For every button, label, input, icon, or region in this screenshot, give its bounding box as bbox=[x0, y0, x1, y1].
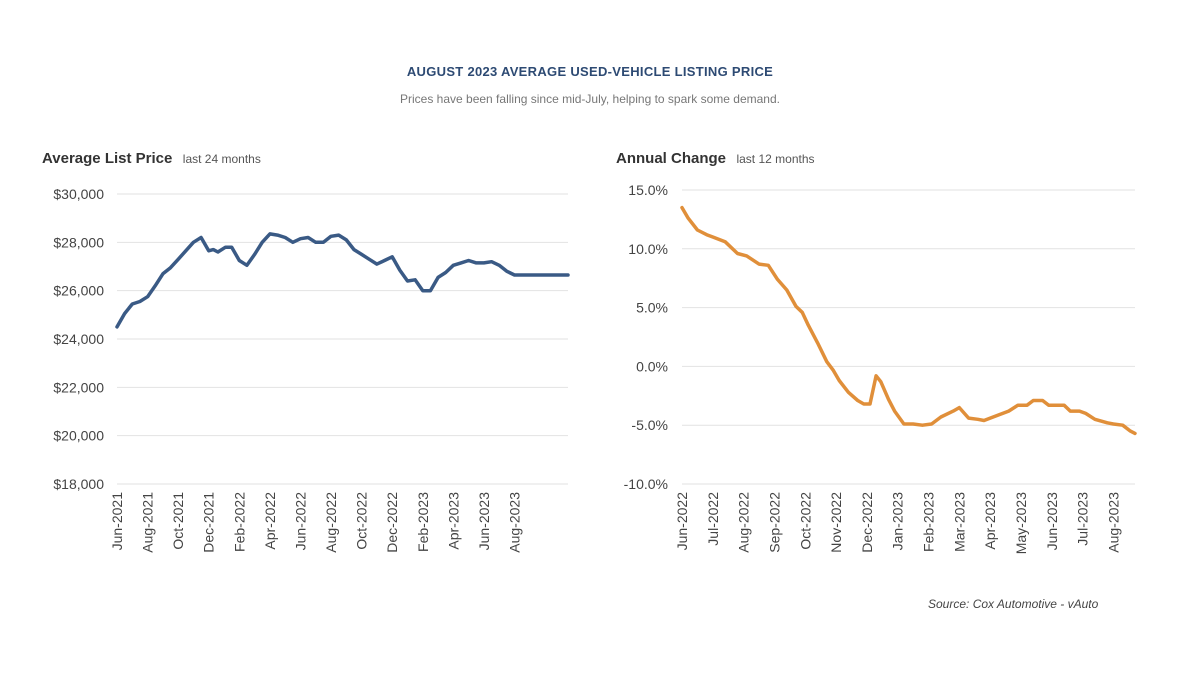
left-panel-header: Average List Price last 24 months bbox=[42, 150, 261, 168]
left-y-tick-label: $26,000 bbox=[53, 283, 104, 299]
chart-subtitle: Prices have been falling since mid-July,… bbox=[400, 92, 780, 106]
left-x-tick-label: Oct-2021 bbox=[170, 492, 186, 550]
right-y-tick-label: 10.0% bbox=[628, 241, 668, 257]
left-y-tick-label: $18,000 bbox=[53, 476, 104, 492]
right-x-tick-label: Aug-2023 bbox=[1105, 492, 1121, 553]
right-x-tick-label: Jun-2022 bbox=[674, 492, 690, 551]
left-x-tick-label: Jun-2021 bbox=[109, 492, 125, 551]
left-y-tick-label: $24,000 bbox=[53, 331, 104, 347]
left-panel-title: Average List Price bbox=[42, 150, 173, 167]
left-x-tick-label: Feb-2023 bbox=[415, 492, 431, 552]
right-y-tick-label: 0.0% bbox=[636, 358, 668, 374]
left-x-tick-label: Feb-2022 bbox=[231, 492, 247, 552]
left-x-tick-label: Oct-2022 bbox=[354, 492, 370, 550]
right-x-tick-label: Mar-2023 bbox=[951, 492, 967, 552]
right-panel-title: Annual Change bbox=[616, 150, 727, 167]
left-x-tick-label: Apr-2023 bbox=[445, 492, 461, 550]
left-y-tick-label: $20,000 bbox=[53, 428, 104, 444]
right-y-tick-label: -5.0% bbox=[631, 417, 668, 433]
left-x-tick-label: Apr-2022 bbox=[262, 492, 278, 550]
right-x-tick-label: Aug-2022 bbox=[736, 492, 752, 553]
right-y-tick-label: 15.0% bbox=[628, 182, 668, 198]
left-x-tick-label: Aug-2022 bbox=[323, 492, 339, 553]
right-x-tick-label: Nov-2022 bbox=[828, 492, 844, 553]
right-y-tick-label: 5.0% bbox=[636, 300, 668, 316]
left-y-tick-label: $22,000 bbox=[53, 379, 104, 395]
left-y-tick-label: $28,000 bbox=[53, 234, 104, 250]
right-panel-header: Annual Change last 12 months bbox=[616, 150, 815, 168]
source-note: Source: Cox Automotive - vAuto bbox=[928, 597, 1099, 611]
left-x-tick-label: Aug-2023 bbox=[506, 492, 522, 553]
left-x-tick-label: Dec-2021 bbox=[201, 492, 217, 553]
left-x-tick-label: Jun-2022 bbox=[292, 492, 308, 551]
right-y-tick-label: -10.0% bbox=[624, 476, 668, 492]
right-x-tick-label: Jun-2023 bbox=[1044, 492, 1060, 551]
right-x-tick-label: Feb-2023 bbox=[921, 492, 937, 552]
right-series-line bbox=[680, 205, 1137, 436]
chart-title: AUGUST 2023 AVERAGE USED-VEHICLE LISTING… bbox=[406, 64, 774, 79]
right-x-tick-label: Apr-2023 bbox=[982, 492, 998, 550]
right-panel-subtitle: last 12 months bbox=[736, 152, 815, 166]
right-x-tick-label: Jan-2023 bbox=[890, 492, 906, 551]
left-panel-subtitle: last 24 months bbox=[182, 152, 261, 166]
right-x-tick-label: Jul-2022 bbox=[705, 492, 721, 546]
right-x-tick-label: Dec-2022 bbox=[859, 492, 875, 553]
right-x-tick-label: Oct-2022 bbox=[797, 492, 813, 550]
left-y-tick-label: $30,000 bbox=[53, 186, 104, 202]
left-x-tick-label: Aug-2021 bbox=[140, 492, 156, 553]
right-x-tick-label: Sep-2022 bbox=[766, 492, 782, 553]
left-x-tick-label: Dec-2022 bbox=[384, 492, 400, 553]
left-x-tick-label: Jun-2023 bbox=[476, 492, 492, 551]
right-x-tick-label: Jul-2023 bbox=[1075, 492, 1091, 546]
right-x-tick-label: May-2023 bbox=[1013, 492, 1029, 554]
left-series-line bbox=[115, 232, 570, 329]
